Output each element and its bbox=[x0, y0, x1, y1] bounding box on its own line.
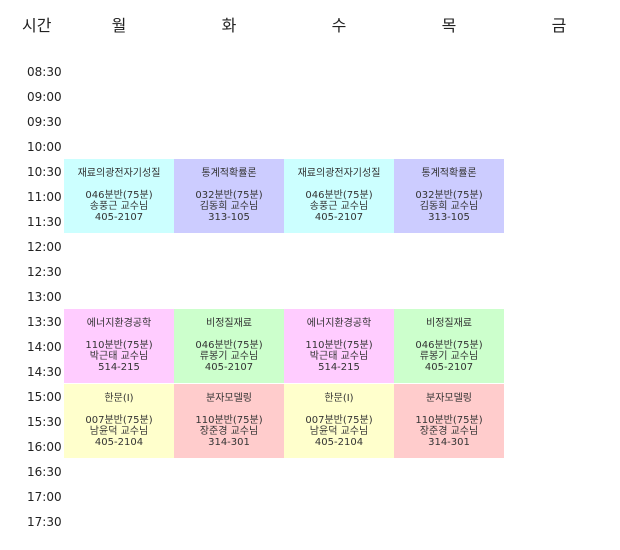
time-label: 10:00 bbox=[27, 140, 62, 154]
course-room: 405-2107 bbox=[94, 212, 144, 223]
time-label: 15:30 bbox=[27, 415, 62, 429]
course-section: 032분반(75분) bbox=[415, 190, 483, 201]
day-header-0: 월 bbox=[111, 16, 127, 35]
course-section: 046분반(75분) bbox=[85, 190, 153, 201]
course-room: 313-105 bbox=[208, 212, 250, 223]
course-title: 에너지환경공학 bbox=[306, 318, 372, 329]
course-room: 405-2107 bbox=[204, 362, 254, 373]
course-block[interactable]: 한문(I) 007분반(75분) 남윤덕 교수님 405-2104 bbox=[64, 384, 174, 458]
course-block[interactable]: 한문(I) 007분반(75분) 남윤덕 교수님 405-2104 bbox=[284, 384, 394, 458]
course-professor: 남윤덕 교수님 bbox=[309, 426, 369, 437]
time-label: 11:30 bbox=[27, 215, 62, 229]
course-room: 514-215 bbox=[318, 362, 360, 373]
course-room: 314-301 bbox=[208, 437, 250, 448]
course-title: 비정질재료 bbox=[206, 318, 252, 329]
course-room: 514-215 bbox=[98, 362, 140, 373]
course-professor: 류봉기 교수님 bbox=[419, 351, 479, 362]
course-title: 분자모델링 bbox=[206, 393, 252, 404]
course-block[interactable]: 분자모델링 110분반(75분) 장준경 교수님 314-301 bbox=[394, 384, 504, 458]
course-title: 한문(I) bbox=[324, 393, 354, 404]
course-professor: 송풍근 교수님 bbox=[309, 201, 369, 212]
course-professor: 박근태 교수님 bbox=[89, 351, 149, 362]
course-block[interactable]: 통계적확률론 032분반(75분) 김동희 교수님 313-105 bbox=[174, 159, 284, 233]
course-block[interactable]: 비정질재료 046분반(75분) 류봉기 교수님 405-2107 bbox=[174, 309, 284, 383]
course-professor: 장준경 교수님 bbox=[419, 426, 479, 437]
time-label: 17:30 bbox=[27, 515, 62, 529]
course-title: 분자모델링 bbox=[426, 393, 472, 404]
course-title: 통계적확률론 bbox=[421, 168, 477, 179]
course-professor: 김동희 교수님 bbox=[199, 201, 259, 212]
time-label: 11:00 bbox=[27, 190, 62, 204]
time-label: 12:00 bbox=[27, 240, 62, 254]
time-label: 16:00 bbox=[27, 440, 62, 454]
day-header-3: 목 bbox=[441, 16, 457, 35]
course-block[interactable]: 분자모델링 110분반(75분) 장준경 교수님 314-301 bbox=[174, 384, 284, 458]
course-title: 에너지환경공학 bbox=[86, 318, 152, 329]
time-label: 12:30 bbox=[27, 265, 62, 279]
course-section: 110분반(75분) bbox=[85, 340, 153, 351]
course-title: 비정질재료 bbox=[426, 318, 472, 329]
time-label: 17:00 bbox=[27, 490, 62, 504]
day-header-4: 금 bbox=[551, 16, 567, 35]
course-professor: 장준경 교수님 bbox=[199, 426, 259, 437]
time-label: 08:30 bbox=[27, 65, 62, 79]
course-professor: 김동희 교수님 bbox=[419, 201, 479, 212]
course-room: 313-105 bbox=[428, 212, 470, 223]
time-label: 14:30 bbox=[27, 365, 62, 379]
course-section: 110분반(75분) bbox=[195, 415, 263, 426]
course-professor: 남윤덕 교수님 bbox=[89, 426, 149, 437]
course-title: 통계적확률론 bbox=[201, 168, 257, 179]
course-section: 032분반(75분) bbox=[195, 190, 263, 201]
course-professor: 박근태 교수님 bbox=[309, 351, 369, 362]
time-label: 14:00 bbox=[27, 340, 62, 354]
course-block[interactable]: 비정질재료 046분반(75분) 류봉기 교수님 405-2107 bbox=[394, 309, 504, 383]
course-block[interactable]: 재료의광전자기성질 046분반(75분) 송풍근 교수님 405-2107 bbox=[64, 159, 174, 233]
course-block[interactable]: 에너지환경공학 110분반(75분) 박근태 교수님 514-215 bbox=[284, 309, 394, 383]
course-section: 046분반(75분) bbox=[415, 340, 483, 351]
time-label: 09:00 bbox=[27, 90, 62, 104]
course-section: 046분반(75분) bbox=[305, 190, 373, 201]
course-title: 재료의광전자기성질 bbox=[297, 168, 381, 179]
course-room: 405-2107 bbox=[314, 212, 364, 223]
time-label: 16:30 bbox=[27, 465, 62, 479]
time-label: 09:30 bbox=[27, 115, 62, 129]
course-title: 재료의광전자기성질 bbox=[77, 168, 161, 179]
day-header-1: 화 bbox=[221, 16, 237, 35]
course-room: 314-301 bbox=[428, 437, 470, 448]
course-title: 한문(I) bbox=[104, 393, 134, 404]
time-column-header: 시간 bbox=[22, 16, 52, 35]
course-section: 110분반(75분) bbox=[415, 415, 483, 426]
time-label: 15:00 bbox=[27, 390, 62, 404]
course-room: 405-2107 bbox=[424, 362, 474, 373]
course-professor: 류봉기 교수님 bbox=[199, 351, 259, 362]
time-label: 13:00 bbox=[27, 290, 62, 304]
course-section: 046분반(75분) bbox=[195, 340, 263, 351]
course-section: 007분반(75분) bbox=[305, 415, 373, 426]
course-block[interactable]: 재료의광전자기성질 046분반(75분) 송풍근 교수님 405-2107 bbox=[284, 159, 394, 233]
time-label: 10:30 bbox=[27, 165, 62, 179]
course-professor: 송풍근 교수님 bbox=[89, 201, 149, 212]
course-section: 007분반(75분) bbox=[85, 415, 153, 426]
time-label: 13:30 bbox=[27, 315, 62, 329]
course-section: 110분반(75분) bbox=[305, 340, 373, 351]
course-block[interactable]: 에너지환경공학 110분반(75분) 박근태 교수님 514-215 bbox=[64, 309, 174, 383]
course-room: 405-2104 bbox=[314, 437, 364, 448]
course-room: 405-2104 bbox=[94, 437, 144, 448]
day-header-2: 수 bbox=[331, 16, 347, 35]
course-block[interactable]: 통계적확률론 032분반(75분) 김동희 교수님 313-105 bbox=[394, 159, 504, 233]
